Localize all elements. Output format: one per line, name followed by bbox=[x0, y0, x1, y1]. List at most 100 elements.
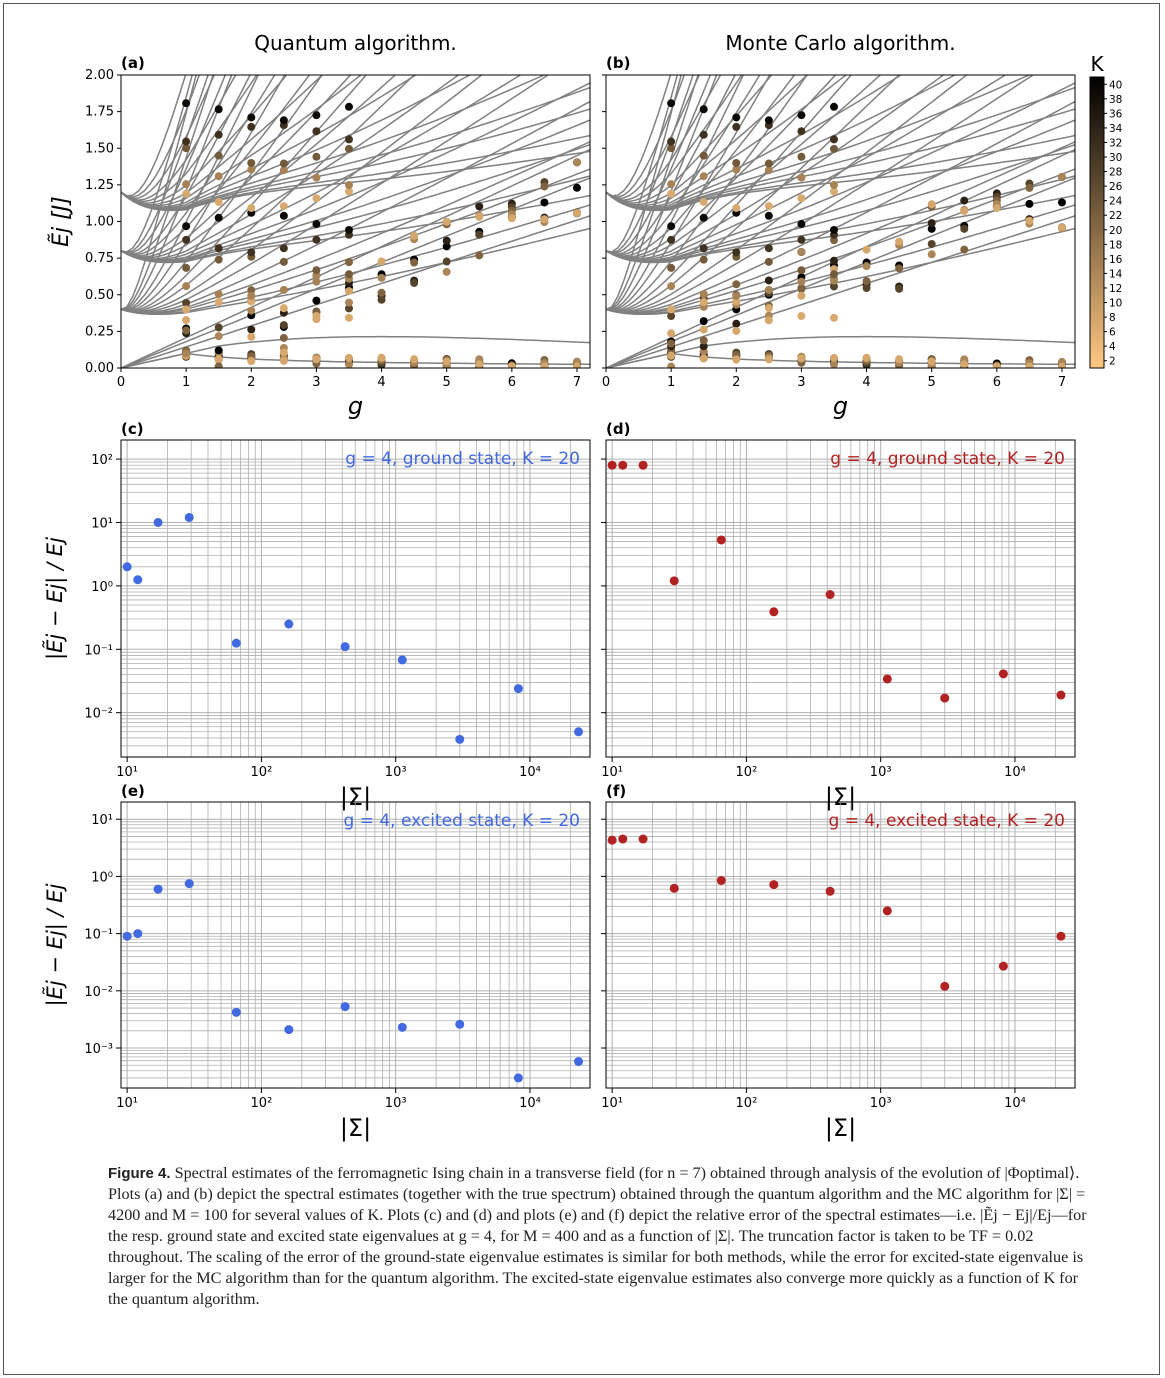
data-point bbox=[182, 180, 191, 189]
x-tick-label: 4 bbox=[377, 375, 385, 390]
panel-annotation: g = 4, ground state, K = 20 bbox=[345, 449, 580, 469]
spectrum-curve bbox=[606, 75, 718, 311]
spectrum-curve bbox=[606, 75, 694, 254]
x-axis-label: g bbox=[833, 392, 848, 420]
y-tick-label: 10⁻³ bbox=[84, 1042, 113, 1057]
spectrum-curve bbox=[606, 82, 1075, 262]
data-point bbox=[732, 165, 741, 174]
data-point bbox=[247, 122, 256, 131]
panel-annotation: g = 4, ground state, K = 20 bbox=[830, 449, 1065, 469]
data-point bbox=[960, 196, 969, 205]
data-point bbox=[992, 204, 1001, 213]
spectrum-curve bbox=[121, 75, 286, 311]
plot-frame bbox=[605, 801, 1076, 1089]
data-point bbox=[716, 535, 726, 545]
spectrum-curve bbox=[606, 75, 837, 258]
data-point bbox=[455, 1019, 465, 1029]
spectrum-curve bbox=[606, 75, 848, 207]
data-point bbox=[214, 323, 223, 332]
data-point bbox=[882, 674, 892, 684]
data-point bbox=[716, 875, 726, 885]
data-point bbox=[507, 362, 516, 368]
data-point bbox=[895, 264, 904, 273]
colorbar-bar bbox=[1089, 76, 1105, 369]
data-point bbox=[797, 194, 806, 203]
spectrum-curve bbox=[121, 75, 418, 208]
data-point bbox=[699, 325, 708, 334]
data-point bbox=[247, 325, 256, 334]
data-point bbox=[133, 575, 143, 585]
x-tick-label: 1 bbox=[667, 375, 675, 390]
ground-spectrum-curve bbox=[121, 352, 590, 368]
spectrum-curve bbox=[121, 227, 590, 316]
spectrum-curve bbox=[606, 335, 1075, 368]
data-point bbox=[699, 198, 708, 207]
data-point bbox=[279, 356, 288, 365]
x-tick-label: 6 bbox=[993, 375, 1001, 390]
data-point bbox=[312, 266, 321, 275]
data-point bbox=[797, 247, 806, 256]
spectrum-curve bbox=[606, 204, 1075, 315]
spectrum-curve bbox=[121, 82, 590, 262]
data-point bbox=[279, 321, 288, 330]
spectrum-curve bbox=[606, 75, 809, 206]
data-point bbox=[344, 102, 353, 111]
data-point bbox=[344, 353, 353, 362]
data-point bbox=[667, 362, 676, 368]
data-point bbox=[667, 351, 676, 360]
colorbar-tick-label: 38 bbox=[1109, 94, 1122, 106]
data-point bbox=[764, 166, 773, 175]
y-tick-label: 10¹ bbox=[91, 516, 113, 531]
grid-lines bbox=[605, 439, 1075, 758]
colorbar-tick-label: 40 bbox=[1109, 79, 1122, 91]
x-tick-label: 10³ bbox=[870, 1096, 892, 1111]
data-point bbox=[862, 245, 871, 254]
data-point bbox=[732, 113, 741, 122]
data-point bbox=[312, 152, 321, 161]
colorbar-tick-label: 24 bbox=[1109, 196, 1123, 208]
data-point bbox=[312, 111, 321, 120]
spectrum-curve bbox=[121, 75, 368, 312]
y-tick-label: 1.50 bbox=[85, 141, 114, 156]
x-tick-label: 10² bbox=[251, 1096, 273, 1111]
data-point bbox=[312, 355, 321, 364]
data-point bbox=[231, 1007, 241, 1017]
data-point bbox=[153, 884, 163, 894]
data-point bbox=[699, 213, 708, 222]
spectrum-curve bbox=[606, 148, 1075, 368]
x-tick-label: 3 bbox=[312, 375, 320, 390]
colorbar-tick-label: 6 bbox=[1109, 327, 1116, 339]
x-tick-label: 7 bbox=[573, 375, 581, 390]
data-point bbox=[214, 255, 223, 264]
data-point bbox=[732, 297, 741, 306]
data-point bbox=[667, 339, 676, 348]
data-point bbox=[960, 224, 969, 233]
data-point bbox=[377, 295, 386, 304]
data-point bbox=[214, 130, 223, 139]
data-point bbox=[732, 159, 741, 168]
data-point bbox=[960, 207, 969, 216]
x-tick-label: 10³ bbox=[870, 765, 892, 780]
data-point bbox=[732, 355, 741, 364]
data-point bbox=[442, 236, 451, 245]
data-point bbox=[182, 137, 191, 146]
y-tick-label: 2.00 bbox=[85, 68, 114, 83]
panel-label: (c) bbox=[121, 420, 144, 438]
y-tick-label: 1.75 bbox=[85, 105, 114, 120]
data-point bbox=[231, 638, 241, 648]
spectrum-curve bbox=[121, 335, 590, 368]
data-point bbox=[247, 159, 256, 168]
data-point bbox=[1057, 362, 1066, 368]
data-point bbox=[344, 313, 353, 322]
data-point bbox=[279, 166, 288, 175]
panel-label: (e) bbox=[121, 782, 145, 800]
colorbar-tick-label: 26 bbox=[1109, 181, 1123, 193]
data-point bbox=[572, 183, 581, 192]
data-point bbox=[618, 834, 628, 844]
data-point bbox=[279, 211, 288, 220]
x-tick-label: 10¹ bbox=[116, 1096, 138, 1111]
data-point bbox=[410, 355, 419, 364]
data-point bbox=[279, 304, 288, 313]
data-point bbox=[540, 198, 549, 207]
data-point bbox=[1056, 690, 1066, 700]
